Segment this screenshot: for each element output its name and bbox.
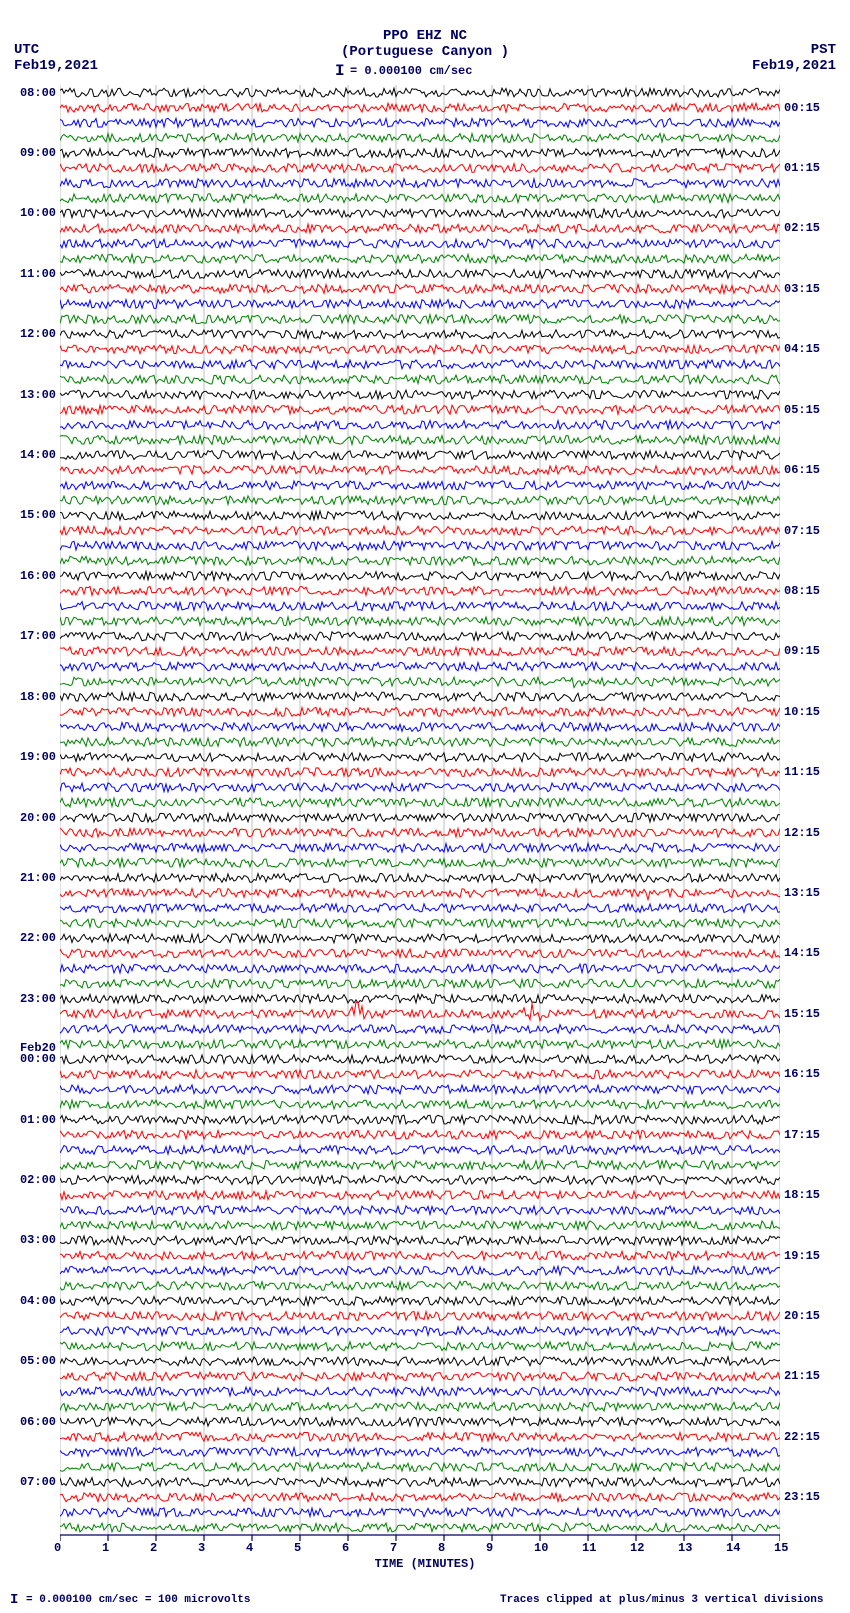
right-time-label: 04:15: [784, 342, 820, 356]
left-time-label: 18:00: [20, 690, 56, 704]
left-time-label: 06:00: [20, 1415, 56, 1429]
left-time-label: 14:00: [20, 448, 56, 462]
left-time-label: 07:00: [20, 1475, 56, 1489]
left-time-label: 21:00: [20, 871, 56, 885]
right-time-label: 11:15: [784, 765, 820, 779]
right-time-label: 05:15: [784, 403, 820, 417]
left-time-label: 04:00: [20, 1294, 56, 1308]
right-time-label: 14:15: [784, 946, 820, 960]
left-date: Feb19,2021: [14, 58, 98, 74]
right-time-label: 09:15: [784, 644, 820, 658]
right-time-label: 10:15: [784, 705, 820, 719]
scale-text: = 0.000100 cm/sec: [350, 64, 472, 78]
right-time-label: 23:15: [784, 1490, 820, 1504]
x-tick: 10: [534, 1541, 548, 1555]
right-time-label: 12:15: [784, 826, 820, 840]
right-time-label: 18:15: [784, 1188, 820, 1202]
left-tz: UTC: [14, 42, 39, 58]
x-tick: 4: [246, 1541, 253, 1555]
right-time-label: 08:15: [784, 584, 820, 598]
left-time-label: 08:00: [20, 86, 56, 100]
x-tick: 14: [726, 1541, 740, 1555]
right-time-label: 13:15: [784, 886, 820, 900]
scale-bar: I: [335, 62, 345, 80]
right-time-label: 02:15: [784, 221, 820, 235]
left-time-label: 19:00: [20, 750, 56, 764]
x-tick: 7: [390, 1541, 397, 1555]
left-time-label: 16:00: [20, 569, 56, 583]
x-tick: 0: [54, 1541, 61, 1555]
right-time-label: 06:15: [784, 463, 820, 477]
x-axis-label: TIME (MINUTES): [0, 1557, 850, 1571]
left-time-label: 01:00: [20, 1113, 56, 1127]
right-time-label: 15:15: [784, 1007, 820, 1021]
right-time-label: 19:15: [784, 1249, 820, 1263]
right-date: Feb19,2021: [752, 58, 836, 74]
right-time-label: 01:15: [784, 161, 820, 175]
right-time-label: 22:15: [784, 1430, 820, 1444]
x-tick: 5: [294, 1541, 301, 1555]
left-time-label: 12:00: [20, 327, 56, 341]
left-time-label: 22:00: [20, 931, 56, 945]
right-time-label: 16:15: [784, 1067, 820, 1081]
footer-left: = 0.000100 cm/sec = 100 microvolts: [26, 1594, 250, 1606]
left-time-label: 05:00: [20, 1354, 56, 1368]
left-time-label: 17:00: [20, 629, 56, 643]
left-time-label: 09:00: [20, 146, 56, 160]
x-tick: 9: [486, 1541, 493, 1555]
left-time-label: 23:00: [20, 992, 56, 1006]
x-tick: 1: [102, 1541, 109, 1555]
right-time-label: 21:15: [784, 1369, 820, 1383]
right-time-label: 20:15: [784, 1309, 820, 1323]
x-tick: 2: [150, 1541, 157, 1555]
x-tick: 3: [198, 1541, 205, 1555]
left-time-label: 13:00: [20, 388, 56, 402]
x-tick: 6: [342, 1541, 349, 1555]
x-tick: 15: [774, 1541, 788, 1555]
left-time-label: 02:00: [20, 1173, 56, 1187]
x-tick: 11: [582, 1541, 596, 1555]
left-time-label: 20:00: [20, 811, 56, 825]
x-tick: 8: [438, 1541, 445, 1555]
left-time-label: 00:00: [20, 1052, 56, 1066]
title-line1: PPO EHZ NC: [0, 28, 850, 44]
footer-right: Traces clipped at plus/minus 3 vertical …: [500, 1594, 823, 1606]
right-time-label: 07:15: [784, 524, 820, 538]
left-time-label: 03:00: [20, 1233, 56, 1247]
right-tz: PST: [811, 42, 836, 58]
right-time-label: 17:15: [784, 1128, 820, 1142]
x-tick: 12: [630, 1541, 644, 1555]
left-time-label: 15:00: [20, 508, 56, 522]
left-time-label: 10:00: [20, 206, 56, 220]
title-line2: (Portuguese Canyon ): [0, 44, 850, 60]
right-time-label: 03:15: [784, 282, 820, 296]
left-time-label: 11:00: [20, 267, 56, 281]
x-tick: 13: [678, 1541, 692, 1555]
right-time-label: 00:15: [784, 101, 820, 115]
seismogram-canvas: [60, 85, 780, 1565]
footer-scale-bar: I: [10, 1592, 18, 1608]
